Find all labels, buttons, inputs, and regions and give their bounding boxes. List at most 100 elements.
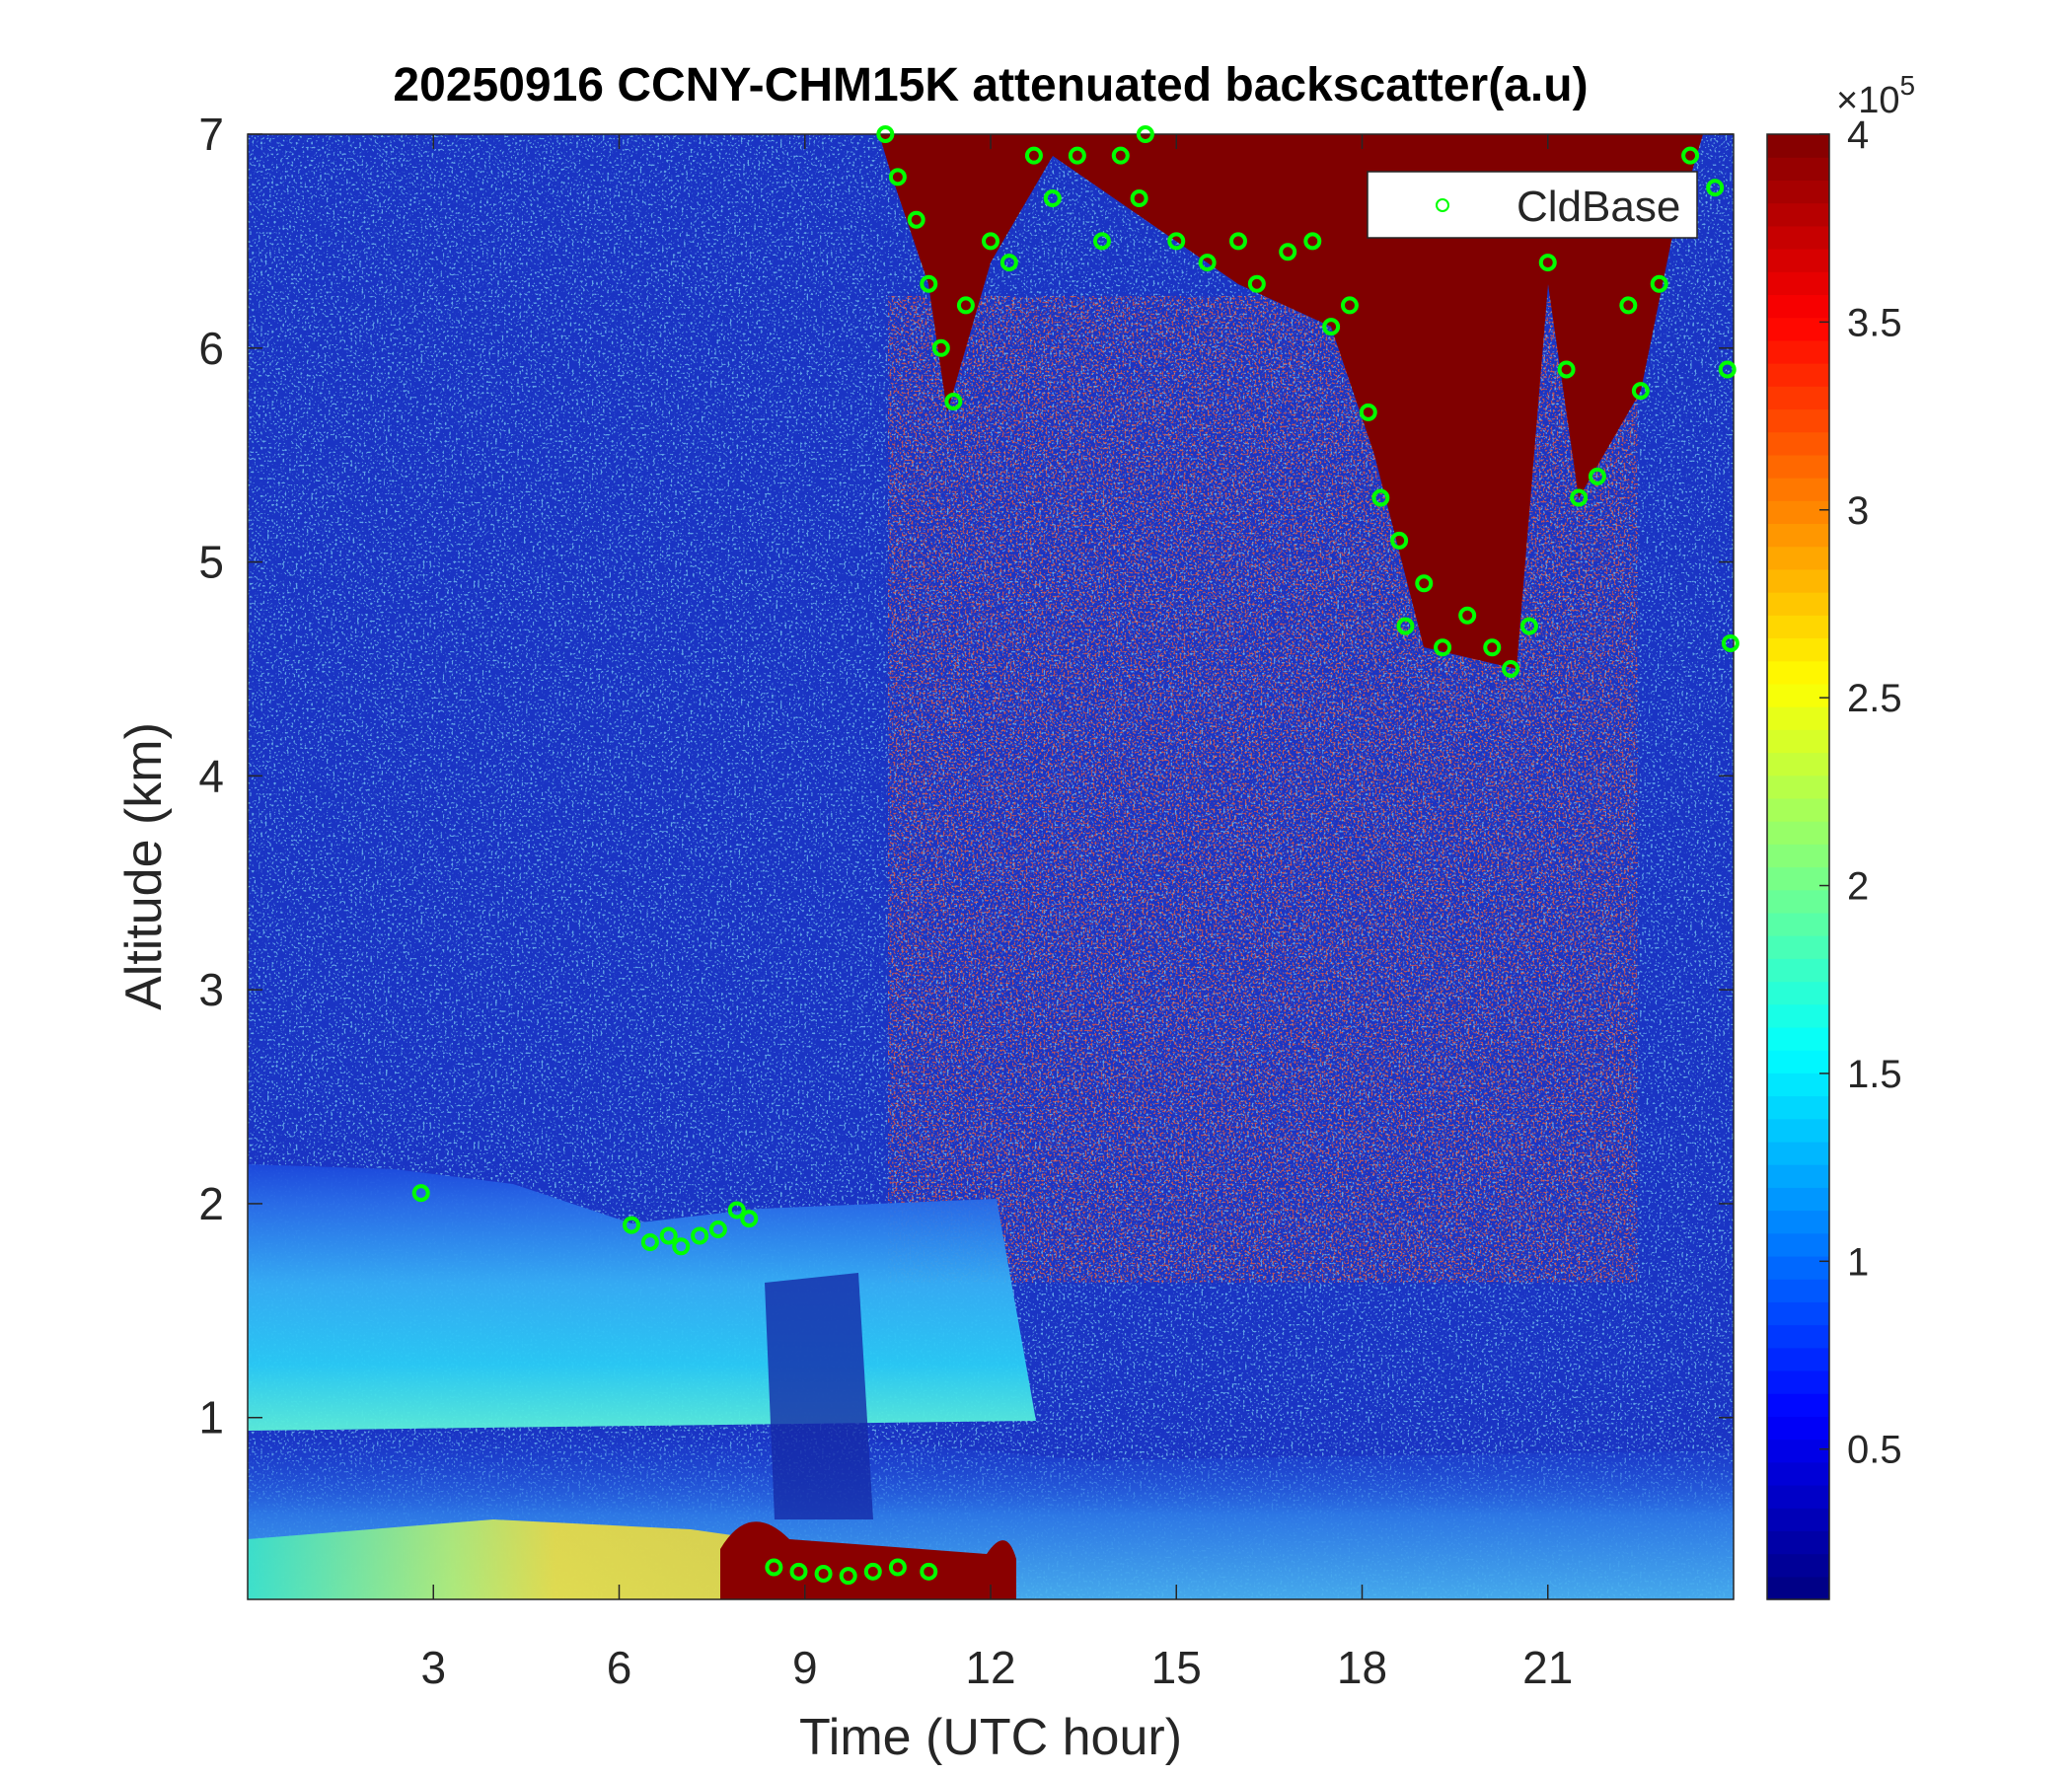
cloud-base-point xyxy=(814,1564,833,1583)
cloud-base-point xyxy=(876,125,895,143)
colorbar: 0.5 1 1.5 2 2.5 3 3.5 4 xyxy=(1766,113,1902,1600)
colorbar-swatch xyxy=(1767,339,1829,364)
cloud-base-point xyxy=(1619,296,1638,315)
colorbar-swatch xyxy=(1767,775,1829,799)
colorbar-swatch xyxy=(1767,637,1829,662)
cloud-base-point xyxy=(839,1567,857,1586)
cloud-base-point xyxy=(907,210,925,229)
colorbar-swatch xyxy=(1767,1118,1829,1143)
signal-dropout xyxy=(765,1273,873,1519)
colorbar-swatch xyxy=(1767,821,1829,845)
colorbar-swatch xyxy=(1767,386,1829,410)
legend: CldBase xyxy=(1367,171,1698,239)
cloud-base-point xyxy=(1359,403,1377,421)
cloud-base-point xyxy=(789,1562,808,1581)
cloud-base-point xyxy=(1043,189,1062,208)
colorbar-swatch xyxy=(1767,706,1829,730)
cloud-base-point xyxy=(411,1184,430,1203)
cloud-base-point xyxy=(888,1558,907,1577)
colorbar-swatch xyxy=(1767,1255,1829,1280)
cloud-base-point xyxy=(1303,232,1322,251)
colorbar-swatch xyxy=(1767,500,1829,525)
colorbar-tick-label: 1 xyxy=(1847,1240,1869,1284)
x-tick-label: 12 xyxy=(965,1642,1015,1693)
cloud-base-point xyxy=(708,1220,727,1238)
y-tick-label: 2 xyxy=(198,1178,224,1229)
colorbar-swatch xyxy=(1767,1210,1829,1234)
cloud-base-point xyxy=(672,1237,691,1256)
y-axis-label: Altitude (km) xyxy=(115,722,173,1010)
cloud-base-point xyxy=(765,1558,783,1577)
x-tick-label: 18 xyxy=(1337,1642,1387,1693)
colorbar-swatch xyxy=(1767,1369,1829,1394)
x-tick-label: 15 xyxy=(1151,1642,1202,1693)
colorbar-swatch xyxy=(1767,1439,1829,1463)
x-tick-label: 9 xyxy=(792,1642,818,1693)
colorbar-tick-label: 3 xyxy=(1847,489,1869,533)
colorbar-multiplier-base: ×10 xyxy=(1836,80,1899,121)
colorbar-swatch xyxy=(1767,478,1829,501)
cloud-base-point xyxy=(1136,125,1154,143)
colorbar-swatch xyxy=(1767,1324,1829,1349)
cloud-base-point xyxy=(982,232,999,251)
colorbar-swatch xyxy=(1767,202,1829,227)
cloud-base-point xyxy=(1092,232,1111,251)
cloud-base-point xyxy=(691,1226,709,1245)
colorbar-multiplier: ×105 xyxy=(1836,70,1915,121)
colorbar-swatch xyxy=(1767,866,1829,891)
cloud-base-point xyxy=(931,338,950,357)
x-axis-label: Time (UTC hour) xyxy=(799,1709,1182,1766)
y-tick-label: 6 xyxy=(198,323,224,374)
x-tick-label: 21 xyxy=(1522,1642,1573,1693)
legend-label: CldBase xyxy=(1517,183,1680,231)
colorbar-swatch xyxy=(1767,958,1829,983)
colorbar-swatch xyxy=(1767,1187,1829,1212)
cloud-base-point xyxy=(1247,274,1266,293)
colorbar-swatch xyxy=(1767,912,1829,936)
colorbar-exponent: 5 xyxy=(1899,70,1915,101)
colorbar-swatch xyxy=(1767,1164,1829,1188)
colorbar-swatch xyxy=(1767,1301,1829,1326)
surface-layer xyxy=(248,1519,760,1599)
colorbar-tick-label: 1.5 xyxy=(1847,1053,1902,1096)
cloud-base-point xyxy=(1396,617,1415,635)
cloud-base-point xyxy=(863,1562,882,1581)
cloud-base-point xyxy=(920,1562,938,1581)
cloud-base-point xyxy=(727,1201,746,1220)
cloud-base-point xyxy=(944,392,963,410)
surface-aerosol xyxy=(720,1521,1016,1599)
cloud-base-point xyxy=(1502,659,1520,678)
cloud-base-point xyxy=(1681,146,1700,165)
cloud-base-point xyxy=(659,1226,678,1245)
x-tick-label: 3 xyxy=(420,1642,446,1693)
colorbar-frame xyxy=(1766,133,1830,1600)
x-tick-label: 6 xyxy=(607,1642,632,1693)
colorbar-swatch xyxy=(1767,431,1829,456)
colorbar-swatch xyxy=(1767,1530,1829,1555)
cloud-base-point xyxy=(1718,360,1737,379)
cloud-base-point xyxy=(999,254,1018,272)
colorbar-swatch xyxy=(1767,408,1829,433)
colorbar-tick-label: 2 xyxy=(1847,865,1869,909)
colorbar-swatch xyxy=(1767,568,1829,593)
y-tick-label: 1 xyxy=(198,1392,224,1443)
cloud-base-point xyxy=(1538,254,1557,272)
colorbar-swatch xyxy=(1767,1508,1829,1531)
cloud-base-point xyxy=(888,168,907,186)
colorbar-swatch xyxy=(1767,1026,1829,1051)
cloud-base-point xyxy=(1068,146,1086,165)
y-tick-label: 4 xyxy=(198,750,224,801)
colorbar-swatch xyxy=(1767,546,1829,570)
colorbar-swatch xyxy=(1767,592,1829,616)
cloud-base-point xyxy=(1340,296,1359,315)
cloud-base-point xyxy=(1322,318,1341,336)
colorbar-swatch xyxy=(1767,683,1829,707)
cloud-base-point xyxy=(623,1216,641,1234)
colorbar-tick-label: 4 xyxy=(1847,113,1869,157)
cloud-base-point xyxy=(1371,488,1390,507)
cloud-base-point xyxy=(1415,574,1434,593)
colorbar-swatch xyxy=(1767,1279,1829,1302)
colorbar-swatch xyxy=(1767,1003,1829,1028)
